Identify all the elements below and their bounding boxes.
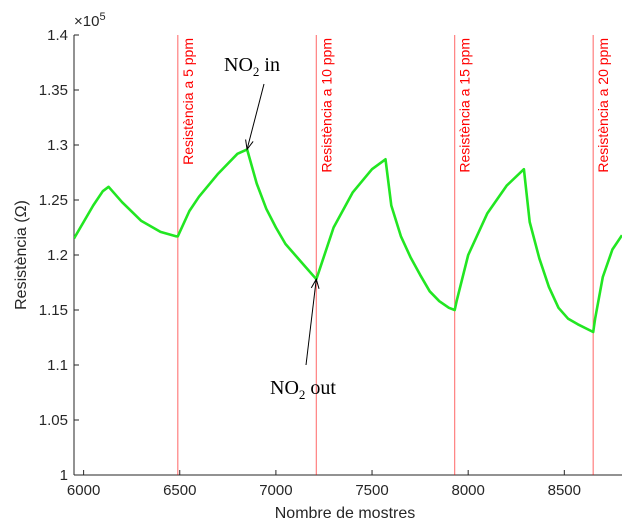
y-tick-label: 1.15 [39, 302, 68, 319]
annotations: NO2 in NO2 out [224, 54, 336, 402]
x-tick-label: 7000 [259, 482, 292, 499]
y-scale-factor: ×105 [74, 11, 106, 30]
marker-lines: Resistència a 5 ppm Resistència a 10 ppm R… [177, 35, 611, 475]
y-ticks: 1 1.05 1.1 1.15 1.2 1.25 1.3 1.35 1.4 [39, 27, 79, 484]
x-tick-label: 6000 [67, 482, 100, 499]
annotation-arrow [305, 279, 317, 366]
y-scale-label: ×10 [74, 13, 99, 30]
annotation-arrowhead [310, 277, 320, 289]
x-axis-title: Nombre de mostres [275, 505, 416, 522]
series-line [74, 148, 622, 334]
annotation-label: NO2 out [270, 377, 336, 402]
y-tick-label: 1.3 [47, 137, 68, 154]
y-tick-label: 1.35 [39, 82, 68, 99]
y-tick-label: 1.05 [39, 412, 68, 429]
series-group [74, 148, 622, 334]
marker-label: Resistència a 20 ppm [595, 38, 611, 173]
y-tick-label: 1.25 [39, 192, 68, 209]
y-tick-label: 1.2 [47, 247, 68, 264]
x-tick-label: 7500 [355, 482, 388, 499]
y-tick-label: 1 [60, 467, 68, 484]
marker-label: Resistència a 10 ppm [318, 38, 334, 173]
marker-label: Resistència a 15 ppm [457, 38, 473, 173]
x-tick-label: 8500 [548, 482, 581, 499]
marker-label: Resistència a 5 ppm [180, 38, 196, 165]
annotation-arrowhead [245, 139, 254, 151]
y-scale-exp: 5 [99, 11, 105, 23]
y-axis-title: Resistència (Ω) [13, 200, 30, 310]
x-ticks: 6000 6500 7000 7500 8000 8500 [67, 470, 581, 499]
x-tick-label: 8000 [451, 482, 484, 499]
y-tick-label: 1.1 [47, 357, 68, 374]
x-tick-label: 6500 [163, 482, 196, 499]
annotation-arrow [246, 83, 265, 150]
annotation-label: NO2 in [224, 54, 280, 79]
y-tick-label: 1.4 [47, 27, 68, 44]
